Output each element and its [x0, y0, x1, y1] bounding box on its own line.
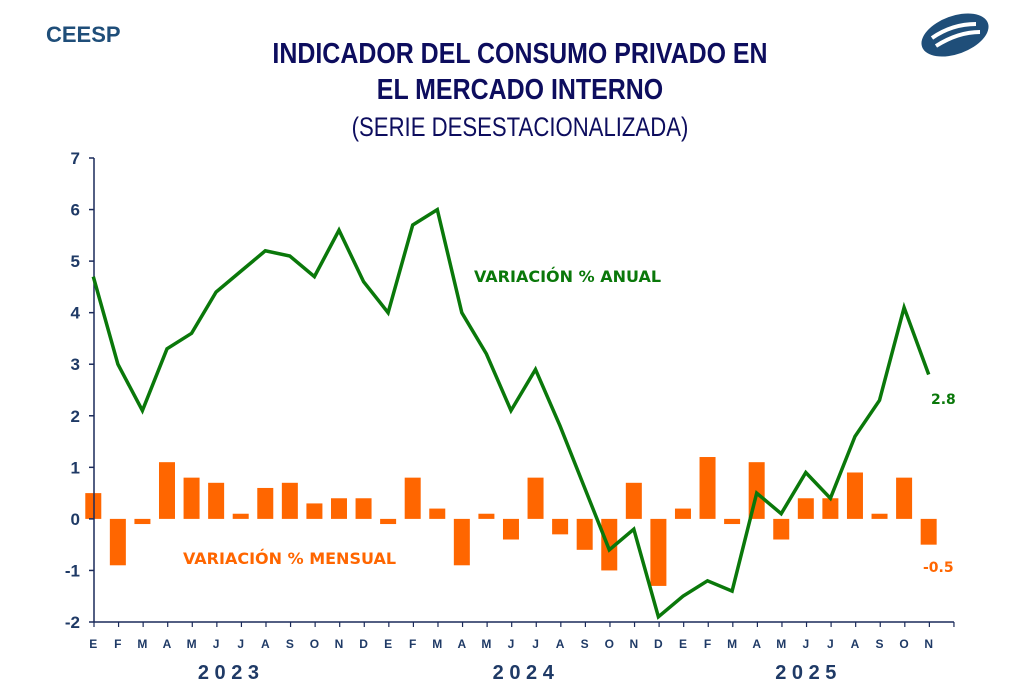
- x-tick-label: F: [409, 637, 416, 651]
- monthly-bar: [380, 518, 397, 525]
- monthly-bar: [846, 472, 863, 519]
- monthly-bar: [429, 508, 446, 519]
- monthly-bar: [920, 518, 937, 545]
- x-tick-label: M: [727, 637, 737, 651]
- x-tick-label: J: [802, 637, 809, 651]
- monthly-bar: [109, 518, 126, 566]
- y-tick-label: -2: [65, 613, 80, 632]
- y-tick-label: 7: [71, 149, 80, 168]
- monthly-bar: [674, 508, 691, 519]
- chart-title-line2: EL MERCADO INTERNO: [376, 74, 664, 106]
- x-tick-label: E: [384, 637, 392, 651]
- x-tick-label: J: [237, 637, 244, 651]
- y-tick-label: 6: [71, 201, 80, 220]
- y-tick-label: 1: [71, 458, 80, 477]
- x-tick-label: A: [752, 637, 761, 651]
- monthly-bar: [134, 518, 151, 525]
- year-label: 2 0 2 3: [198, 662, 259, 684]
- monthly-bar: [601, 518, 618, 571]
- monthly-bar: [183, 477, 200, 519]
- monthly-bar: [650, 518, 667, 586]
- x-tick-label: S: [876, 637, 884, 651]
- monthly-bar: [625, 482, 642, 519]
- x-tick-label: S: [581, 637, 589, 651]
- x-tick-label: J: [213, 637, 220, 651]
- x-tick-label: J: [827, 637, 834, 651]
- x-tick-label: E: [89, 637, 97, 651]
- annual-series-label: VARIACIÓN % ANUAL: [474, 267, 661, 286]
- x-tick-label: D: [359, 637, 368, 651]
- x-tick-label: E: [679, 637, 687, 651]
- x-tick-label: M: [137, 637, 147, 651]
- monthly-bar: [306, 503, 323, 519]
- x-tick-label: N: [629, 637, 638, 651]
- annual-last-value-label: 2.8: [931, 392, 956, 408]
- x-tick-label: A: [556, 637, 565, 651]
- chart-subtitle: (SERIE DESESTACIONALIZADA): [351, 112, 689, 142]
- x-tick-label: M: [187, 637, 197, 651]
- x-tick-label: M: [776, 637, 786, 651]
- y-tick-label: 3: [71, 355, 80, 374]
- monthly-bar: [478, 513, 495, 519]
- monthly-bar: [453, 518, 470, 566]
- monthly-bar: [699, 457, 716, 519]
- monthly-bar: [502, 518, 519, 540]
- monthly-bar: [232, 513, 249, 519]
- monthly-bar: [208, 482, 225, 519]
- x-tick-label: A: [457, 637, 466, 651]
- year-label: 2 0 2 4: [493, 662, 555, 684]
- brand-logo-text: CEESP: [46, 22, 121, 47]
- monthly-bar: [896, 477, 913, 519]
- monthly-bar: [330, 498, 347, 519]
- x-tick-label: M: [432, 637, 442, 651]
- x-tick-label: O: [310, 637, 319, 651]
- x-tick-label: D: [654, 637, 663, 651]
- monthly-bar: [281, 482, 298, 519]
- monthly-bar: [404, 477, 421, 519]
- monthly-bar: [355, 498, 372, 519]
- x-tick-label: F: [704, 637, 711, 651]
- monthly-bar: [822, 498, 839, 519]
- y-tick-label: 0: [71, 510, 80, 529]
- monthly-bar: [724, 518, 741, 525]
- x-tick-label: S: [286, 637, 294, 651]
- monthly-series-label: VARIACIÓN % MENSUAL: [183, 549, 396, 568]
- chart-title-line1: INDICADOR DEL CONSUMO PRIVADO EN: [272, 38, 768, 70]
- year-label: 2 0 2 5: [775, 662, 836, 684]
- y-tick-label: 5: [71, 252, 80, 271]
- x-tick-label: J: [532, 637, 539, 651]
- monthly-bar: [552, 518, 569, 535]
- x-tick-label: F: [114, 637, 121, 651]
- x-tick-label: M: [481, 637, 491, 651]
- monthly-bar: [797, 498, 814, 519]
- monthly-bar: [257, 487, 274, 519]
- monthly-last-value-label: -0.5: [923, 560, 954, 576]
- ceesp-emblem-icon: [921, 13, 989, 57]
- x-tick-label: O: [899, 637, 908, 651]
- monthly-bar: [527, 477, 544, 519]
- x-tick-label: O: [605, 637, 614, 651]
- monthly-bar: [773, 518, 790, 540]
- x-tick-label: N: [335, 637, 344, 651]
- monthly-bar: [576, 518, 593, 550]
- y-tick-label: -1: [65, 561, 80, 580]
- monthly-bar: [871, 513, 888, 519]
- x-tick-label: A: [163, 637, 172, 651]
- monthly-bar: [158, 462, 175, 519]
- x-tick-label: N: [924, 637, 933, 651]
- y-tick-label: 4: [71, 304, 81, 323]
- x-tick-label: A: [851, 637, 860, 651]
- x-tick-label: A: [261, 637, 270, 651]
- y-tick-label: 2: [71, 407, 80, 426]
- x-tick-label: J: [508, 637, 515, 651]
